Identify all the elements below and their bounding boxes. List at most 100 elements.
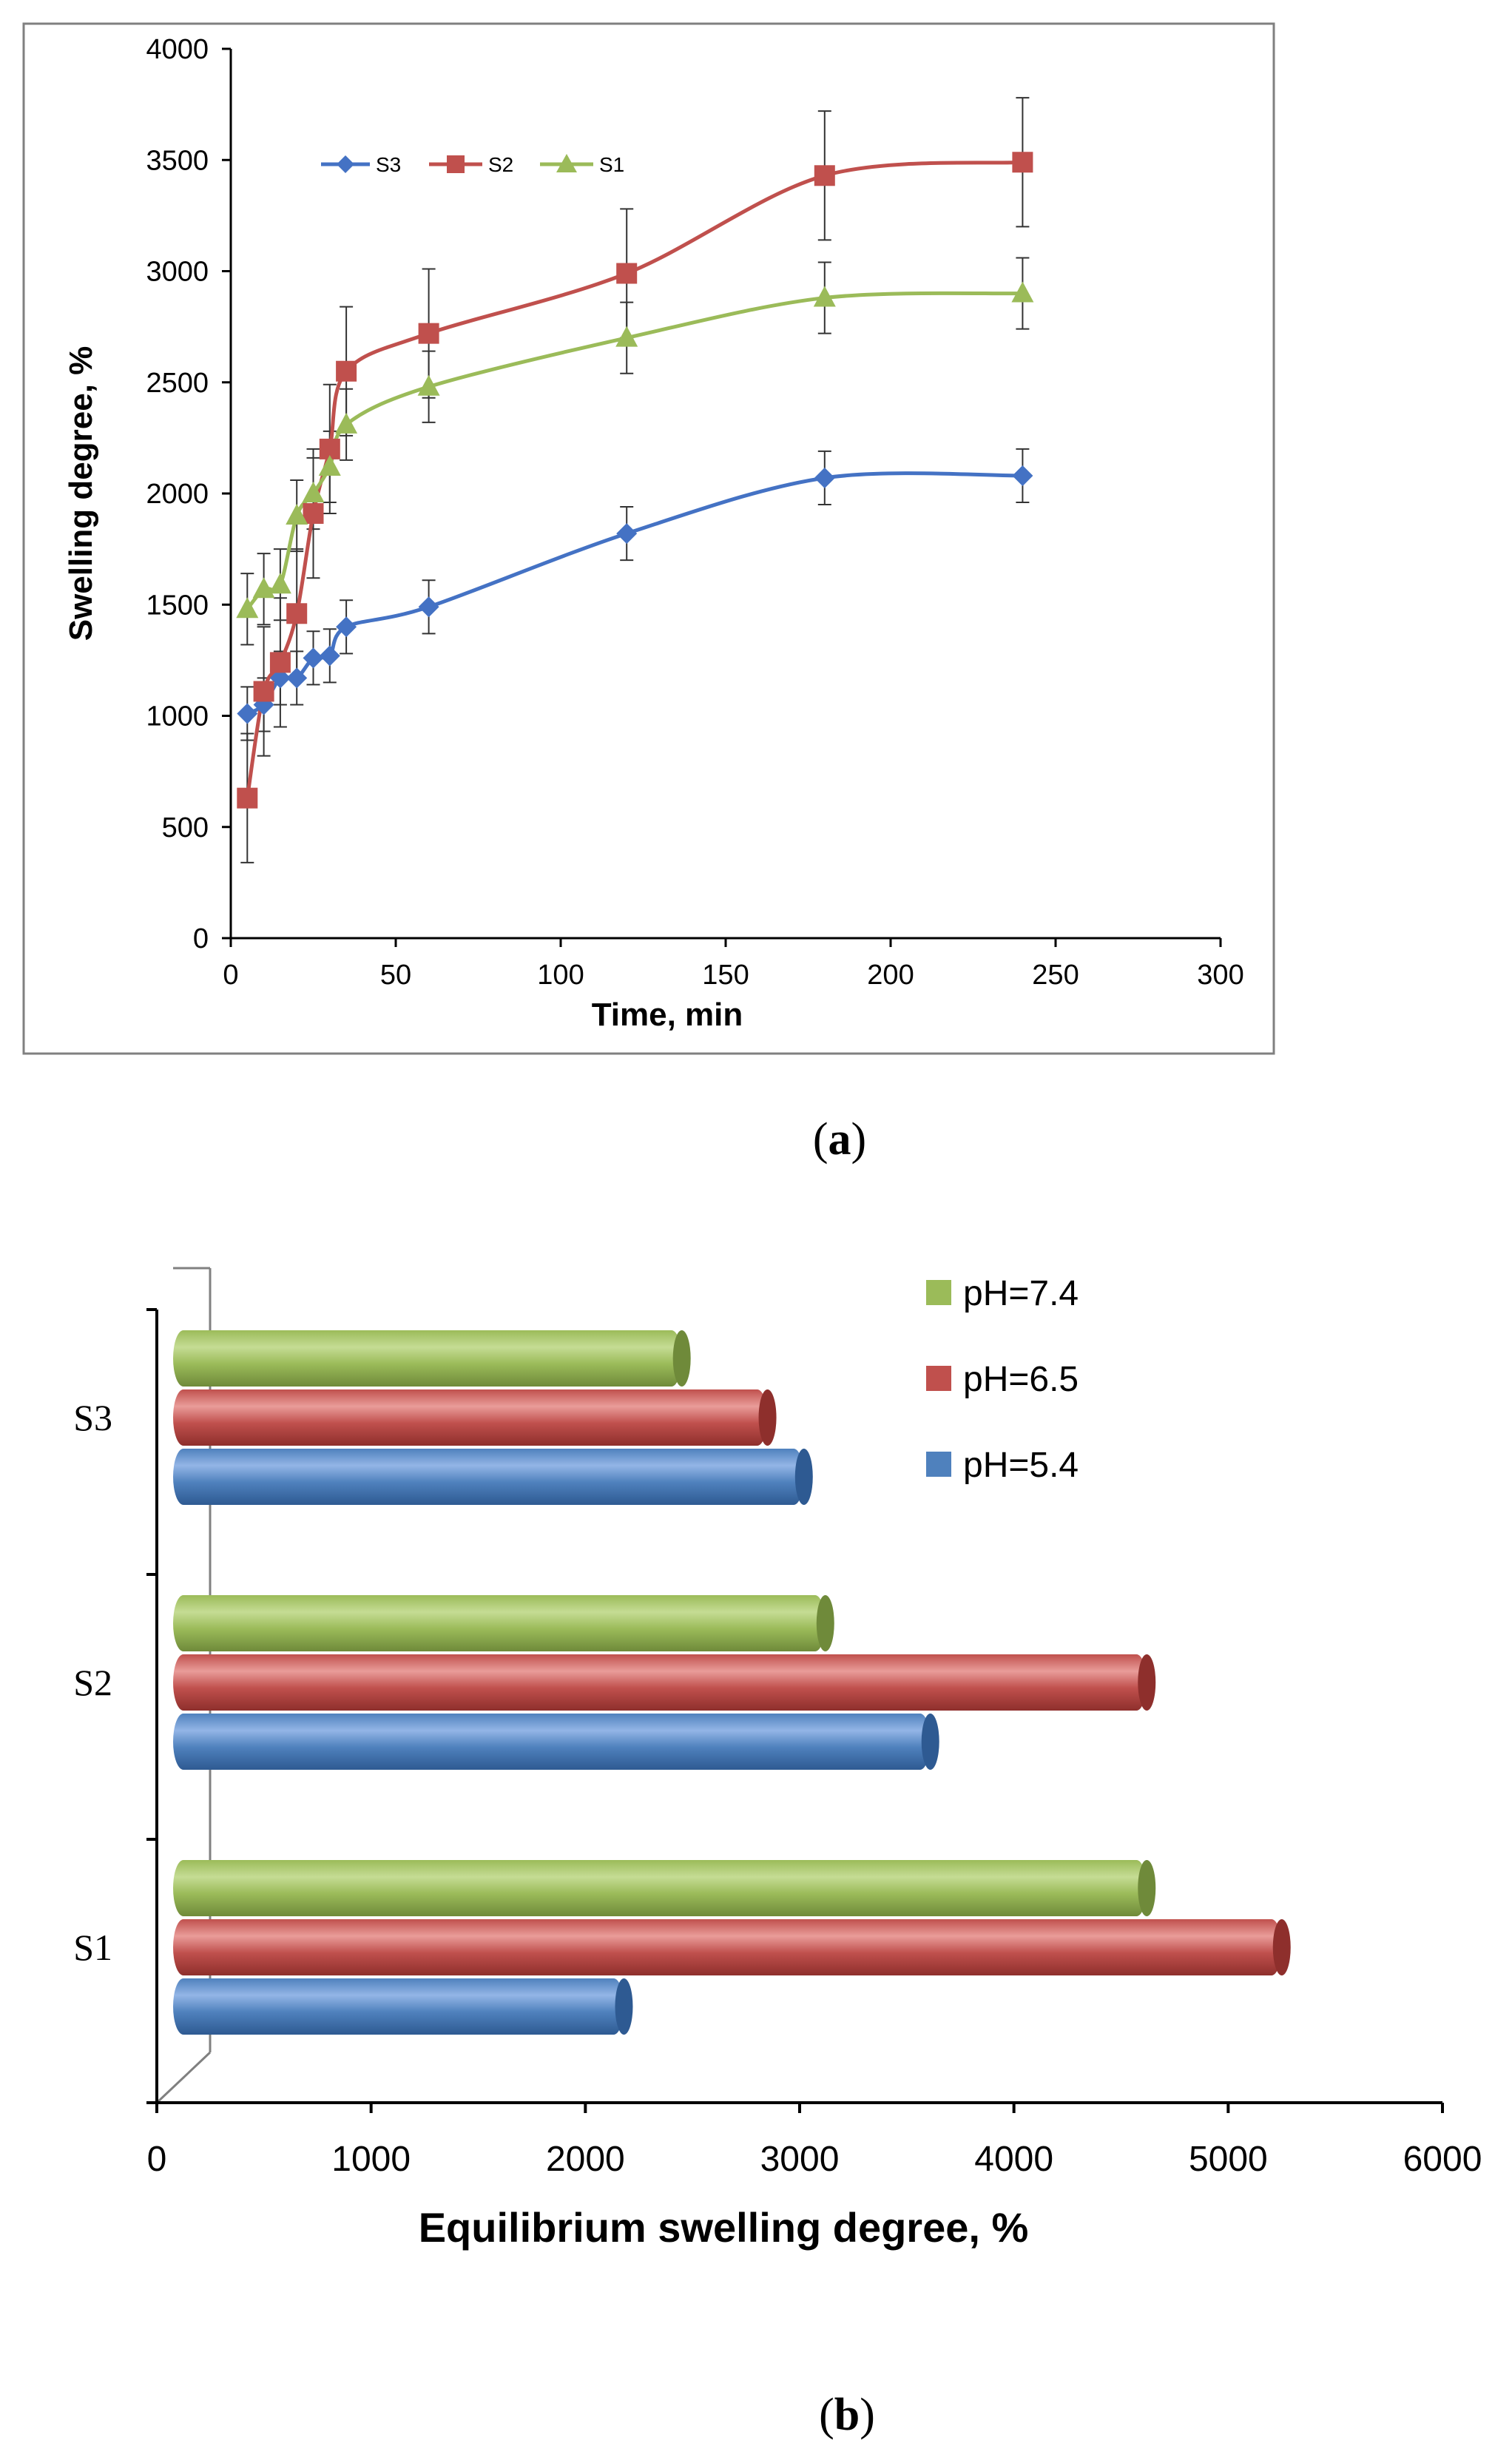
data-point-S3 (303, 647, 324, 669)
data-point-S1 (302, 482, 325, 502)
x-tick-label: 150 (702, 960, 749, 991)
data-point-S3 (237, 703, 258, 724)
data-point-S3 (319, 645, 340, 667)
line-chart-y-ticks: 0 500 1000 1500 2000 2500 3000 3500 4000 (146, 34, 231, 954)
bar-cap-S2-ph-5-4 (921, 1714, 939, 1770)
bar-cap-S3-ph-6-5 (758, 1389, 777, 1446)
legend-diamond-marker (337, 155, 354, 173)
y-tick-label: 500 (162, 812, 209, 843)
legend-label-S2: S2 (488, 153, 513, 176)
bar-cap-S2-ph-6-5 (1138, 1654, 1156, 1711)
line-chart-legend: S3 S2 S1 (321, 153, 624, 176)
data-point-S1 (335, 412, 358, 434)
bar-cap-S3-ph-7-4 (672, 1330, 691, 1387)
data-point-S1 (318, 454, 341, 476)
bar-cap-S1-ph-7-4 (1138, 1860, 1156, 1916)
data-point-S2 (616, 263, 638, 284)
data-point-S2 (303, 503, 324, 525)
bar-S2-ph-5-4 (173, 1714, 931, 1770)
category-label-S3: S3 (73, 1397, 112, 1438)
x-tick-label: 2000 (546, 2140, 625, 2179)
data-point-S3 (1012, 465, 1033, 486)
data-point-S2 (269, 652, 291, 673)
bar-chart: 0 1000 2000 3000 4000 5000 6000 S3 S2 S1 Equilib… (73, 1267, 1482, 2251)
x-tick-label: 5000 (1189, 2140, 1268, 2179)
data-point-S1 (1011, 281, 1034, 303)
legend-label-ph-6-5: pH=6.5 (963, 1360, 1079, 1399)
legend-item-ph-7-4: pH=7.4 (926, 1274, 1079, 1313)
y-tick-label: 3000 (146, 257, 209, 288)
bar-cap-S2-ph-7-4 (816, 1595, 834, 1651)
panel-b-label: (b) (819, 2390, 875, 2440)
data-point-S3 (286, 667, 308, 689)
legend-label-ph-5-4: pH=5.4 (963, 1446, 1079, 1485)
line-chart-x-axis-label: Time, min (592, 997, 743, 1033)
legend-swatch-ph-7-4 (926, 1280, 951, 1305)
y-tick-label: 2500 (146, 368, 209, 399)
data-point-S1 (615, 326, 638, 347)
data-point-S3 (814, 467, 835, 488)
data-point-S2 (237, 787, 258, 809)
bar-S3-ph-5-4 (173, 1449, 804, 1505)
bar-chart-legend: pH=7.4 pH=6.5 pH=5.4 (926, 1274, 1079, 1485)
legend-swatch-ph-6-5 (926, 1366, 951, 1391)
x-tick-label: 300 (1197, 960, 1243, 991)
data-point-S2 (336, 360, 357, 382)
x-tick-label: 200 (867, 960, 914, 991)
panel-a-label: (a) (813, 1114, 866, 1165)
legend-item-S2: S2 (429, 153, 513, 176)
line-chart-frame (22, 22, 1275, 1055)
y-tick-label: 3500 (146, 145, 209, 176)
x-tick-label: 100 (537, 960, 584, 991)
legend-item-S3: S3 (321, 153, 401, 176)
bar-cap-S1-ph-6-5 (1272, 1919, 1291, 1975)
x-tick-label: 3000 (760, 2140, 840, 2179)
legend-label-S1: S1 (599, 153, 624, 176)
line-chart-x-ticks: 0 50 100 150 200 250 300 (223, 938, 1244, 991)
bar-S3-ph-6-5 (173, 1389, 768, 1446)
x-tick-label: 0 (223, 960, 238, 991)
bar-chart-y-ticks (146, 1308, 157, 2104)
category-label-S1: S1 (73, 1927, 112, 1968)
bar-chart-x-axis-label: Equilibrium swelling degree, % (419, 2204, 1029, 2251)
bar-chart-x-ticks: 0 1000 2000 3000 4000 5000 6000 (147, 2103, 1482, 2179)
data-point-S3 (336, 616, 357, 638)
x-tick-label: 6000 (1403, 2140, 1482, 2179)
data-point-S2 (418, 323, 439, 344)
x-tick-label: 250 (1032, 960, 1079, 991)
data-point-S2 (286, 603, 308, 624)
data-point-S3 (418, 596, 439, 618)
y-tick-label: 2000 (146, 479, 209, 510)
legend-square-marker (447, 155, 465, 173)
line-chart-y-axis-label: Swelling degree, % (63, 346, 99, 641)
y-tick-label: 1500 (146, 590, 209, 621)
bar-chart-bars (173, 1330, 1291, 2035)
data-point-S3 (616, 523, 638, 545)
data-point-S1 (813, 286, 836, 307)
line-chart: 0 500 1000 1500 2000 2500 3000 3500 4000 0 50 100 1… (22, 22, 1275, 1055)
bar-chart-floor-edge (155, 2051, 212, 2104)
x-tick-label: 4000 (974, 2140, 1053, 2179)
bar-S2-ph-6-5 (173, 1654, 1147, 1711)
legend-item-S1: S1 (540, 153, 624, 176)
data-point-S3 (269, 667, 291, 689)
bar-chart-category-labels: S3 S2 S1 (73, 1397, 112, 1968)
data-point-S1 (417, 374, 440, 396)
data-point-S1 (286, 504, 308, 525)
legend-label-S3: S3 (376, 153, 401, 176)
bar-S2-ph-7-4 (173, 1595, 826, 1651)
line-chart-markers (236, 152, 1034, 809)
bar-cap-S1-ph-5-4 (615, 1978, 633, 2035)
x-tick-label: 1000 (331, 2140, 411, 2179)
data-point-S1 (269, 573, 291, 594)
x-tick-label: 0 (147, 2140, 167, 2179)
x-tick-label: 50 (380, 960, 411, 991)
legend-item-ph-6-5: pH=6.5 (926, 1360, 1079, 1399)
y-tick-label: 0 (193, 923, 209, 954)
legend-swatch-ph-5-4 (926, 1452, 951, 1477)
legend-item-ph-5-4: pH=5.4 (926, 1446, 1079, 1485)
bar-S1-ph-5-4 (173, 1978, 624, 2035)
bar-S1-ph-6-5 (173, 1919, 1282, 1975)
data-point-S1 (236, 597, 259, 619)
